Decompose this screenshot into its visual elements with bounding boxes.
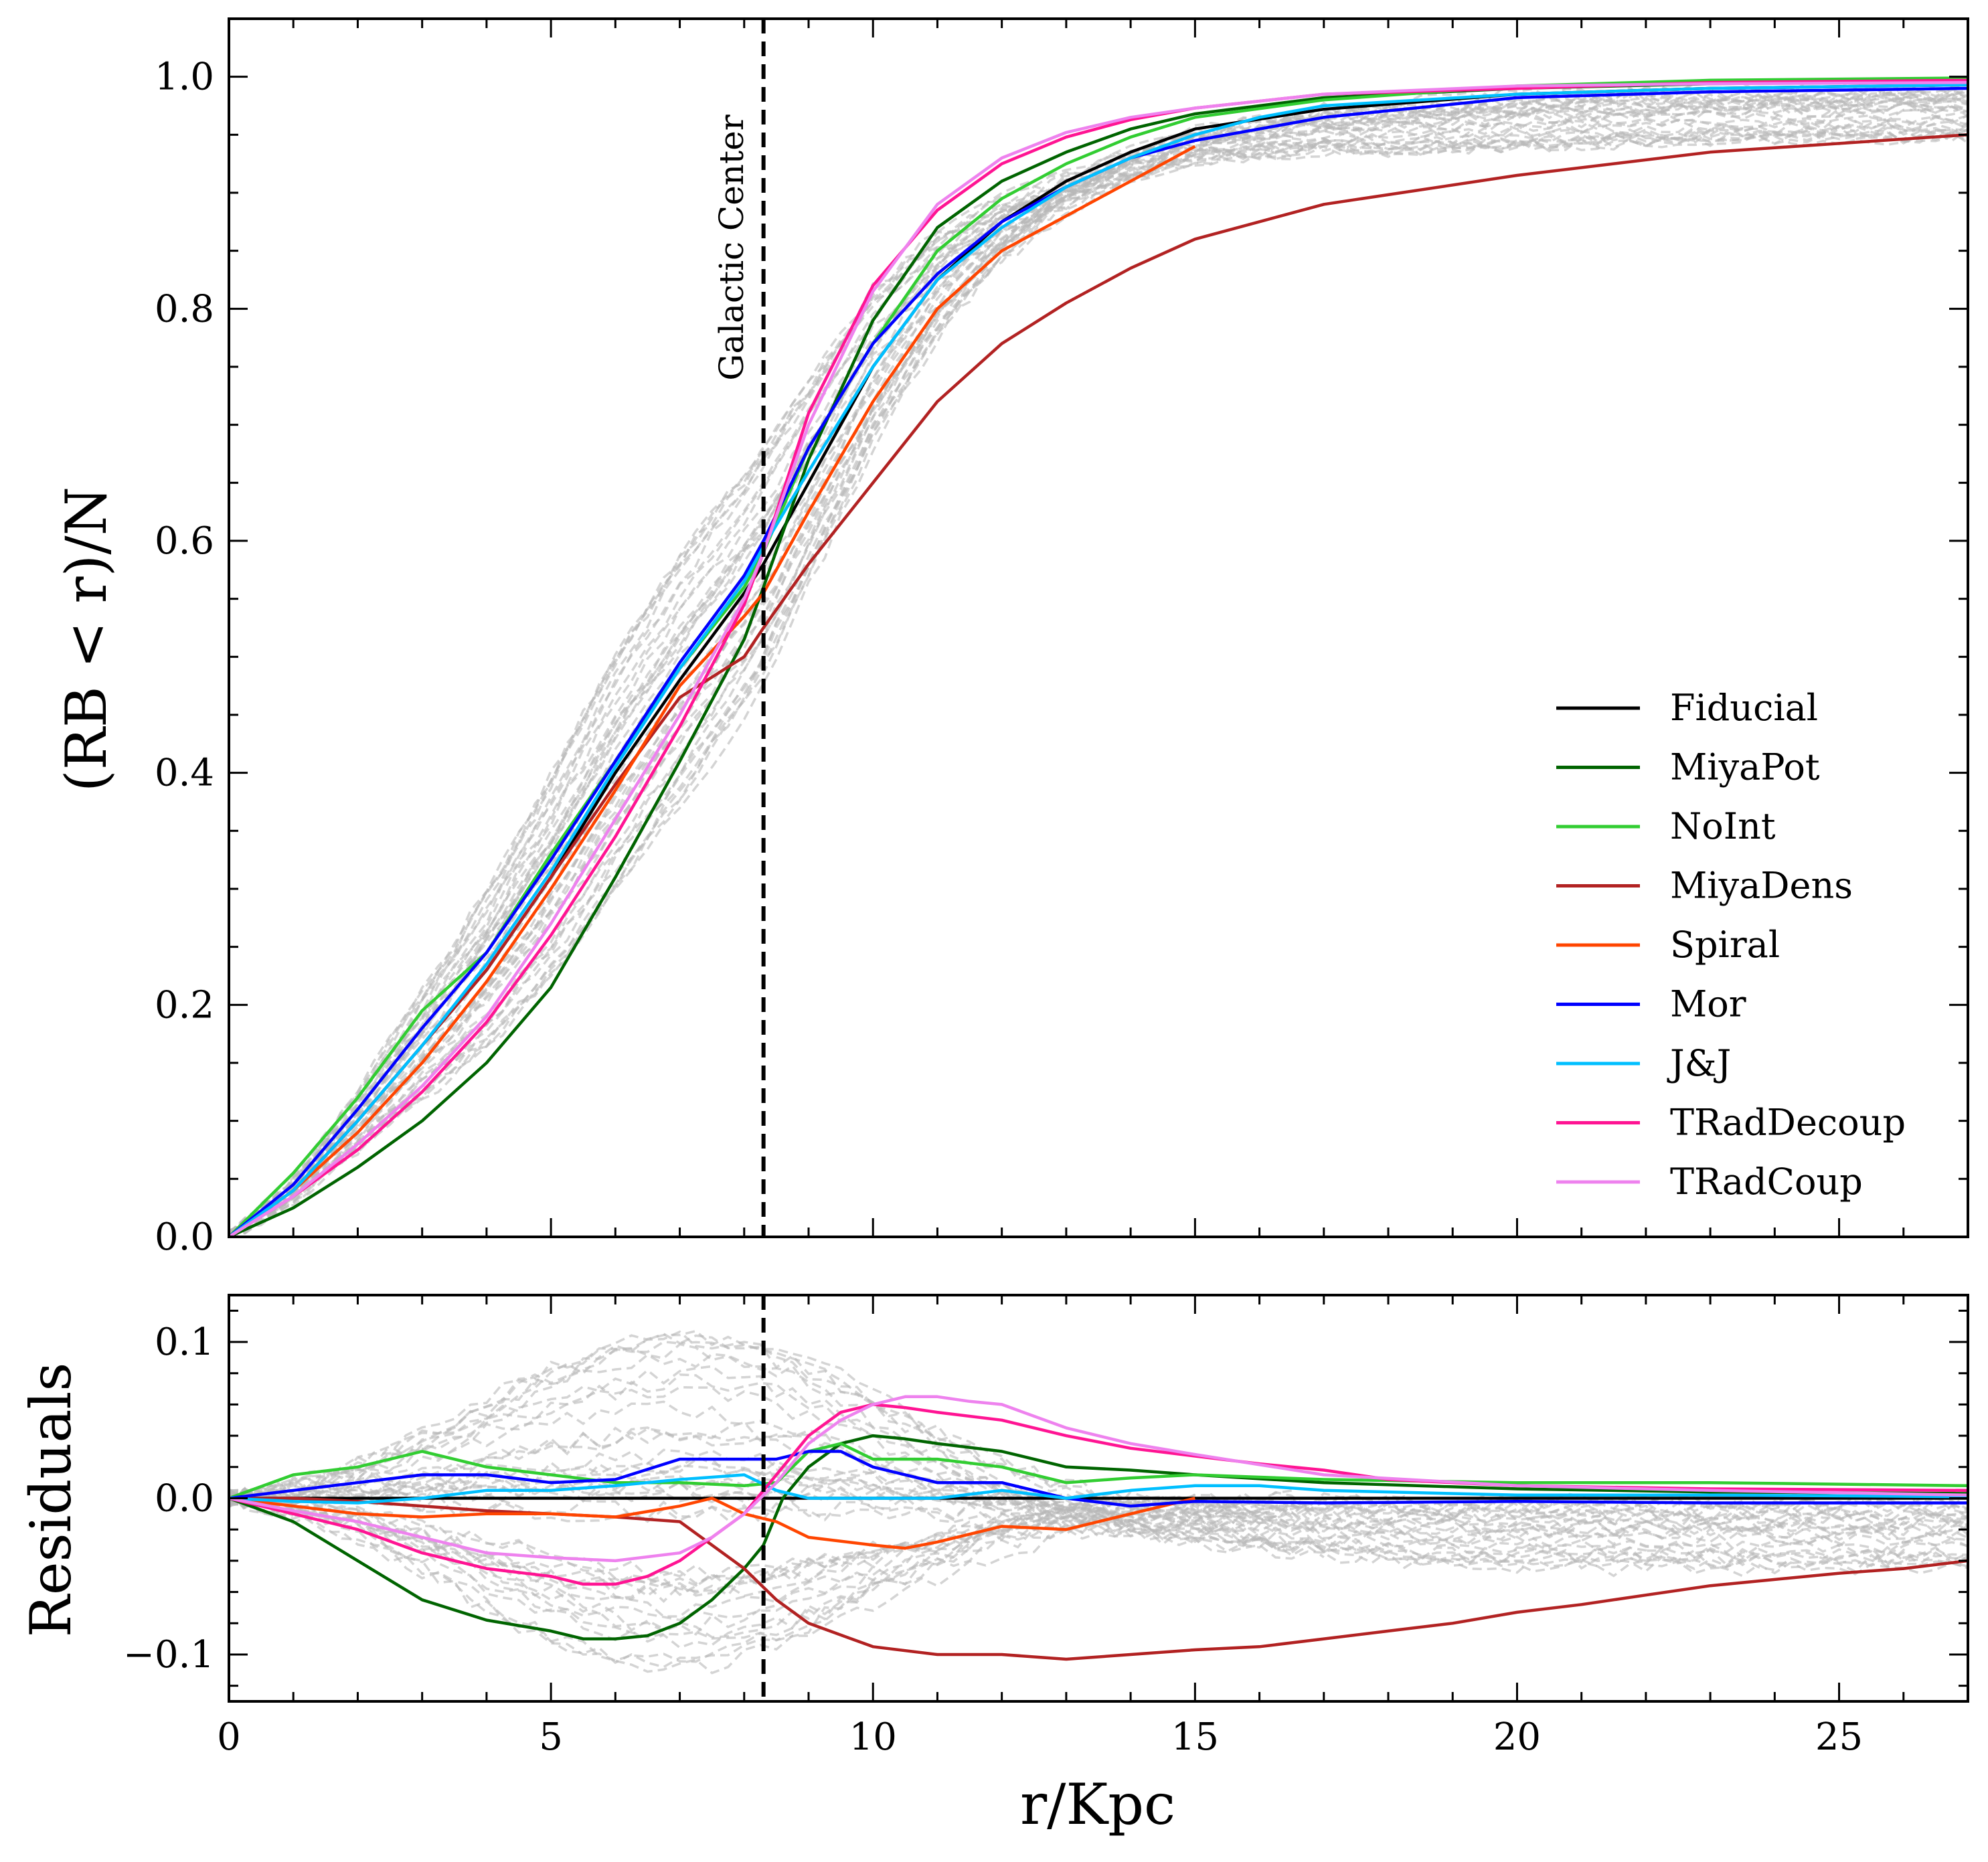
legend-label-mor: Mor [1670,983,1746,1025]
y-tick-label: 1.0 [155,56,214,99]
legend-label-tradcoup: TRadCoup [1670,1161,1863,1203]
y-tick-label: 0.1 [155,1321,214,1364]
y-tick-label: 0.8 [155,287,214,331]
x-axis-title: r/Kpc [1020,1772,1175,1837]
legend-label-traddecoup: TRadDecoup [1670,1102,1906,1144]
background-simulation-line [229,1488,1293,1551]
top-axes-frame [228,17,1969,1238]
top-panel: 0.0 0.2 0.4 0.6 0.8 1.0 [155,17,1969,1259]
series-line-mor [229,86,1968,1237]
bottom-plot-area [229,1295,1968,1701]
series-line-noint [229,1442,1968,1500]
top-y-axis-title: (RB < r)/N [54,487,119,792]
x-tick-label: 15 [1171,1715,1219,1759]
legend-label-j-j: J&J [1667,1042,1731,1084]
background-simulation-line [229,1330,1968,1559]
y-tick-label: 0.4 [155,752,214,795]
x-tick-label: 5 [539,1715,563,1759]
background-simulation-line [229,1448,1968,1537]
background-simulation-line [229,1421,1131,1525]
bottom-y-axis-title: Residuals [18,1363,84,1638]
series-line-j-j [229,1473,1968,1505]
legend-label-miyapot: MiyaPot [1670,746,1820,788]
series-line-tradcoup [229,81,1968,1237]
x-tick-label: 25 [1815,1715,1863,1759]
background-simulation-line [229,178,1083,1236]
background-simulation-line [229,121,1968,1237]
legend: Fiducial MiyaPot NoInt MiyaDens Spiral Mor J&J… [1556,687,1906,1203]
x-tick-label: 20 [1493,1715,1541,1759]
background-simulation-line [229,130,1968,1234]
x-tick-label: 10 [849,1715,897,1759]
background-simulation-line [229,1329,1968,1543]
series-line-spiral [229,145,1196,1237]
series-line-mor [229,1450,1968,1508]
series-line-traddecoup [229,1403,1968,1586]
top-plot-area [229,19,1968,1237]
series-line-tradcoup [229,1395,1968,1563]
background-simulation-line [229,92,1968,1237]
background-simulation-line [229,85,1968,1234]
legend-label-miyadens: MiyaDens [1670,865,1853,907]
background-simulation-line [229,1385,1228,1535]
background-simulation-line [229,1426,1968,1548]
background-simulation-line [229,1499,1968,1649]
galactic-center-annotation: Galactic Center [712,114,751,380]
y-tick-label: 0.0 [155,1215,214,1259]
background-simulation-line [229,1365,1968,1566]
background-simulation-line [229,123,1968,1234]
legend-label-spiral: Spiral [1670,924,1780,966]
legend-label-noint: NoInt [1670,805,1776,847]
background-simulation-line [229,1495,1968,1618]
background-simulation-line [229,1490,1163,1675]
bottom-panel: 0 5 10 15 20 25 −0.1 0.0 0.1 [123,1294,1969,1759]
y-tick-label: 0.0 [155,1477,214,1521]
y-tick-label: −0.1 [123,1633,214,1677]
background-simulation-line [229,1430,1968,1578]
y-tick-label: 0.2 [155,983,214,1027]
y-tick-label: 0.6 [155,519,214,563]
x-tick-label: 0 [217,1715,241,1759]
series-line-miyapot [229,80,1968,1237]
series-line-miyapot [229,1434,1968,1640]
legend-label-fiducial: Fiducial [1670,687,1818,729]
series-line-j-j [229,83,1968,1237]
background-simulation-line [229,1489,1293,1638]
background-simulation-line [229,1343,1067,1507]
background-simulation-line [229,1334,1292,1507]
background-simulation-line [229,1487,1968,1537]
background-simulation-line [229,1492,1244,1604]
background-simulation-line [229,1497,1968,1596]
background-simulation-line [229,98,1968,1232]
